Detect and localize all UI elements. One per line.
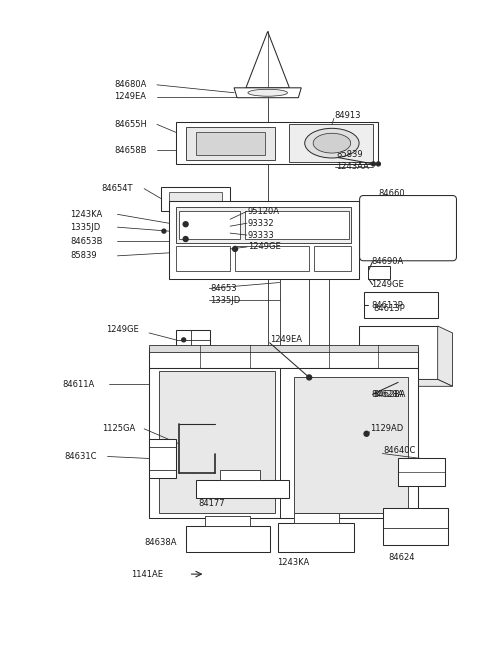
Text: 93333: 93333 [248,231,275,240]
Polygon shape [235,246,309,271]
Text: 85839: 85839 [70,252,96,260]
Text: 84654T: 84654T [102,184,133,193]
Polygon shape [384,508,447,546]
Polygon shape [186,127,275,160]
FancyBboxPatch shape [360,196,456,261]
Polygon shape [363,292,438,318]
Text: 84913: 84913 [334,111,360,120]
Text: 95120A: 95120A [248,207,280,216]
Circle shape [364,431,369,436]
Text: 84624: 84624 [388,553,415,562]
Circle shape [162,229,166,233]
Text: 1335JD: 1335JD [210,296,240,305]
Polygon shape [359,326,438,379]
Text: 1249GE: 1249GE [248,242,281,252]
Text: 1243KA: 1243KA [70,210,102,219]
Text: 84653: 84653 [210,284,237,293]
Polygon shape [149,348,418,367]
Text: 84177: 84177 [199,499,225,508]
Circle shape [182,338,186,342]
Circle shape [183,222,188,227]
Text: 85839: 85839 [336,149,362,159]
Text: 84690A: 84690A [372,257,404,267]
Text: 84628A: 84628A [373,390,406,399]
Polygon shape [398,458,444,486]
Circle shape [372,162,375,166]
Polygon shape [205,515,250,526]
Circle shape [376,162,380,166]
Polygon shape [179,212,240,239]
Polygon shape [169,192,222,206]
Polygon shape [294,513,339,523]
Text: 1335JD: 1335JD [70,223,100,232]
Polygon shape [195,480,289,498]
Text: 1249GE: 1249GE [107,326,139,335]
Polygon shape [314,246,351,271]
Text: 1243AA: 1243AA [336,162,369,172]
Text: 1249GE: 1249GE [372,280,404,289]
Text: 1249EA: 1249EA [270,335,301,345]
Text: 1125GA: 1125GA [102,424,135,434]
Text: 84613P: 84613P [373,304,405,312]
Polygon shape [176,122,378,164]
Polygon shape [149,439,176,478]
Text: 1129AD: 1129AD [371,424,404,434]
Text: 84680A: 84680A [114,81,147,89]
Text: 84660: 84660 [378,189,405,198]
Text: 1141AE: 1141AE [131,570,163,578]
Text: 84653B: 84653B [70,236,103,246]
Polygon shape [161,187,230,212]
Polygon shape [159,371,275,513]
Polygon shape [149,345,418,352]
Text: 84640C: 84640C [384,446,416,455]
Polygon shape [277,523,354,552]
Text: 1243KA: 1243KA [277,558,310,567]
Circle shape [307,375,312,380]
Polygon shape [176,246,230,271]
Polygon shape [246,31,289,88]
Polygon shape [176,208,351,243]
Polygon shape [289,124,373,162]
Polygon shape [369,266,390,278]
Text: 84638A: 84638A [144,538,177,547]
Text: 84611A: 84611A [62,380,95,389]
Polygon shape [294,377,408,513]
Polygon shape [220,470,260,480]
Text: 84628A: 84628A [372,390,404,399]
Text: 84658B: 84658B [114,145,147,155]
Circle shape [233,246,238,252]
Polygon shape [359,379,453,386]
Ellipse shape [248,89,288,96]
Ellipse shape [305,128,359,158]
Polygon shape [245,212,349,239]
Text: 84613P: 84613P [372,301,403,310]
Polygon shape [169,202,359,278]
Polygon shape [176,330,210,360]
Polygon shape [438,326,453,386]
Polygon shape [195,132,264,155]
Text: 1249EA: 1249EA [114,92,146,102]
Text: 84631C: 84631C [64,452,96,461]
Text: 84655H: 84655H [114,120,147,129]
Ellipse shape [313,133,351,153]
Polygon shape [186,526,270,552]
Circle shape [183,236,188,242]
Polygon shape [149,367,418,517]
Text: 93332: 93332 [248,219,275,228]
Polygon shape [234,88,301,98]
